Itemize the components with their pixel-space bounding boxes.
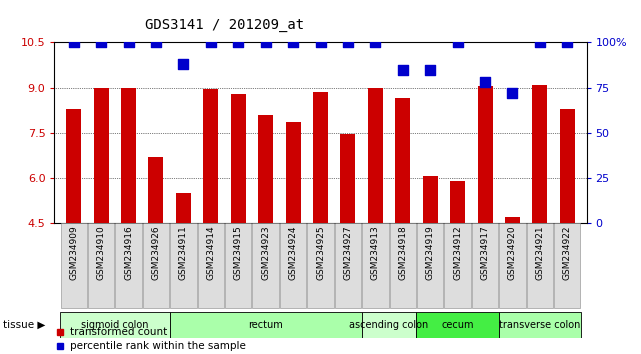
Point — [315, 40, 326, 45]
Bar — [340, 134, 356, 223]
Bar — [395, 98, 410, 223]
Bar — [66, 109, 81, 223]
FancyBboxPatch shape — [417, 223, 444, 308]
FancyBboxPatch shape — [88, 223, 114, 308]
Text: GSM234917: GSM234917 — [481, 225, 490, 280]
Bar — [94, 88, 108, 223]
Point — [480, 79, 490, 85]
Point — [397, 67, 408, 73]
Text: GSM234912: GSM234912 — [453, 225, 462, 280]
FancyBboxPatch shape — [253, 223, 279, 308]
FancyBboxPatch shape — [171, 223, 197, 308]
FancyBboxPatch shape — [527, 223, 553, 308]
Point — [288, 40, 298, 45]
Bar — [149, 157, 163, 223]
Point — [343, 40, 353, 45]
Point — [507, 90, 517, 96]
Bar — [533, 85, 547, 223]
Bar — [258, 115, 273, 223]
Bar — [422, 176, 438, 223]
Text: GSM234921: GSM234921 — [535, 225, 544, 280]
Text: GSM234926: GSM234926 — [151, 225, 160, 280]
Text: GSM234914: GSM234914 — [206, 225, 215, 280]
Bar — [505, 217, 520, 223]
FancyBboxPatch shape — [444, 223, 470, 308]
Text: GSM234924: GSM234924 — [288, 225, 297, 280]
Text: transverse colon: transverse colon — [499, 320, 581, 330]
Bar — [285, 122, 301, 223]
Bar — [176, 193, 191, 223]
Text: transformed count: transformed count — [71, 327, 168, 337]
FancyBboxPatch shape — [417, 312, 499, 338]
Point — [370, 40, 381, 45]
Text: ascending colon: ascending colon — [349, 320, 429, 330]
FancyBboxPatch shape — [170, 312, 362, 338]
FancyBboxPatch shape — [307, 223, 334, 308]
Point — [233, 40, 244, 45]
FancyBboxPatch shape — [60, 223, 87, 308]
Bar — [121, 88, 136, 223]
Text: GSM234923: GSM234923 — [261, 225, 270, 280]
FancyBboxPatch shape — [335, 223, 361, 308]
FancyBboxPatch shape — [362, 312, 417, 338]
Bar — [450, 181, 465, 223]
FancyBboxPatch shape — [390, 223, 416, 308]
Text: GSM234919: GSM234919 — [426, 225, 435, 280]
FancyBboxPatch shape — [499, 223, 526, 308]
FancyBboxPatch shape — [60, 312, 170, 338]
FancyBboxPatch shape — [499, 312, 581, 338]
Text: sigmoid colon: sigmoid colon — [81, 320, 149, 330]
FancyBboxPatch shape — [143, 223, 169, 308]
FancyBboxPatch shape — [197, 223, 224, 308]
Text: percentile rank within the sample: percentile rank within the sample — [71, 341, 246, 350]
Point — [178, 61, 188, 67]
Text: GSM234913: GSM234913 — [371, 225, 380, 280]
Text: rectum: rectum — [248, 320, 283, 330]
Point — [562, 40, 572, 45]
Point — [425, 67, 435, 73]
Text: GSM234927: GSM234927 — [344, 225, 353, 280]
Point — [260, 40, 271, 45]
Bar — [231, 94, 246, 223]
Bar — [478, 86, 492, 223]
FancyBboxPatch shape — [362, 223, 388, 308]
Text: GSM234909: GSM234909 — [69, 225, 78, 280]
FancyBboxPatch shape — [472, 223, 498, 308]
Point — [151, 40, 161, 45]
Point — [453, 40, 463, 45]
Text: tissue ▶: tissue ▶ — [3, 320, 46, 330]
FancyBboxPatch shape — [280, 223, 306, 308]
Text: GSM234925: GSM234925 — [316, 225, 325, 280]
Text: cecum: cecum — [442, 320, 474, 330]
FancyBboxPatch shape — [554, 223, 581, 308]
Point — [69, 40, 79, 45]
Bar — [560, 109, 575, 223]
Point — [124, 40, 134, 45]
Text: GSM234922: GSM234922 — [563, 225, 572, 280]
Text: GSM234916: GSM234916 — [124, 225, 133, 280]
Bar — [203, 89, 219, 223]
Text: GSM234911: GSM234911 — [179, 225, 188, 280]
Point — [96, 40, 106, 45]
FancyBboxPatch shape — [115, 223, 142, 308]
Text: GSM234910: GSM234910 — [97, 225, 106, 280]
Point — [535, 40, 545, 45]
Point — [206, 40, 216, 45]
Bar — [368, 88, 383, 223]
Bar — [313, 92, 328, 223]
Text: GSM234918: GSM234918 — [398, 225, 407, 280]
Text: GSM234915: GSM234915 — [234, 225, 243, 280]
Text: GSM234920: GSM234920 — [508, 225, 517, 280]
FancyBboxPatch shape — [225, 223, 251, 308]
Text: GDS3141 / 201209_at: GDS3141 / 201209_at — [145, 18, 304, 32]
